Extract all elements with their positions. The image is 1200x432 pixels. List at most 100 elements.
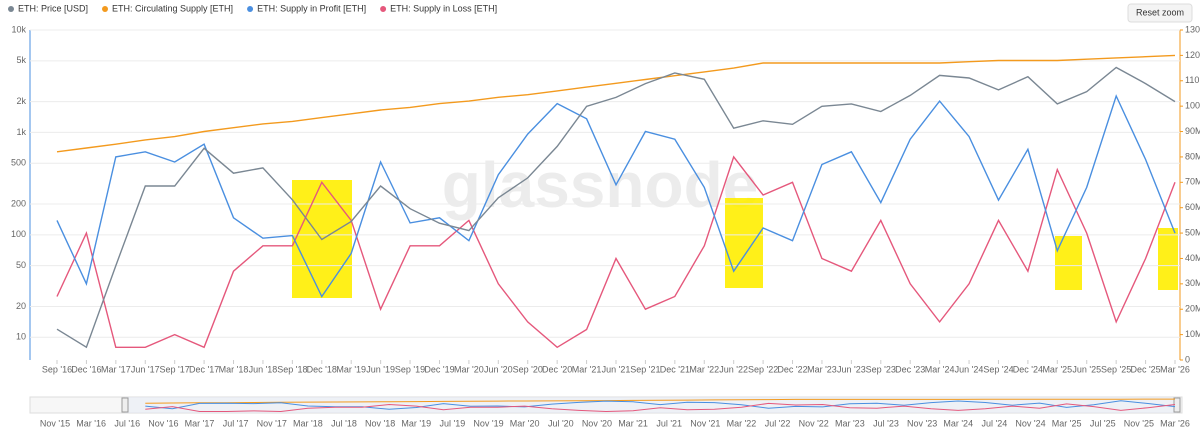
- navigator-label: Nov '16: [148, 418, 178, 428]
- x-tick-label: Sep '22: [748, 364, 778, 374]
- y-tick-label: 20: [16, 301, 26, 311]
- series-line: [56, 94, 1176, 298]
- x-tick-label: Sep '19: [395, 364, 425, 374]
- navigator-label: Nov '23: [907, 418, 937, 428]
- x-tick-label: Mar '24: [925, 364, 955, 374]
- legend-marker: [102, 6, 109, 12]
- x-tick-label: Sep '17: [160, 364, 190, 374]
- x-tick-label: Mar '20: [454, 364, 484, 374]
- x-tick-label: Sep '23: [866, 364, 896, 374]
- x-tick-label: Mar '23: [807, 364, 837, 374]
- navigator-label: Mar '24: [943, 418, 973, 428]
- y2-tick-label: 10M: [1185, 329, 1200, 339]
- button-frame[interactable]: [1127, 3, 1193, 23]
- y2-tick-label: 40M: [1185, 253, 1200, 263]
- x-tick-label: Jun '21: [602, 364, 631, 374]
- x-tick-label: Dec '25: [1130, 364, 1160, 374]
- navigator-label: Mar '25: [1052, 418, 1082, 428]
- x-tick-label: Jun '20: [484, 364, 513, 374]
- y2-tick-label: 30M: [1185, 278, 1200, 288]
- x-tick-label: Jun '25: [1072, 364, 1101, 374]
- y-tick-label: 10k: [11, 24, 26, 34]
- x-tick-label: Dec '20: [542, 364, 572, 374]
- x-tick-label: Dec '21: [660, 364, 690, 374]
- y2-tick-label: 100M: [1185, 101, 1200, 111]
- navigator-label: Mar '26: [1160, 418, 1190, 428]
- x-tick-label: Jun '24: [955, 364, 984, 374]
- reset-zoom-button[interactable]: Reset zoom: [1127, 3, 1193, 23]
- x-tick-label: Sep '21: [630, 364, 660, 374]
- navigator-label: Mar '20: [510, 418, 540, 428]
- x-tick-label: Jun '19: [366, 364, 395, 374]
- y2-tick-label: 130M: [1185, 24, 1200, 34]
- x-tick-label: Dec '19: [424, 364, 454, 374]
- navigator-label: Nov '18: [365, 418, 395, 428]
- navigator-label: Nov '22: [799, 418, 829, 428]
- navigator-label: Mar '19: [401, 418, 431, 428]
- x-tick-label: Sep '25: [1101, 364, 1131, 374]
- y-tick-label: 100: [11, 229, 26, 239]
- navigator-label: Nov '19: [473, 418, 503, 428]
- x-tick-label: Dec '22: [777, 364, 807, 374]
- series-line: [56, 66, 1176, 349]
- navigator-label: Jul '17: [223, 418, 249, 428]
- navigator-line: [145, 398, 1175, 404]
- highlight-box: [725, 198, 763, 288]
- navigator-label: Mar '23: [835, 418, 865, 428]
- navigator-label: Mar '22: [727, 418, 757, 428]
- navigator-label: Mar '18: [293, 418, 323, 428]
- y2-tick-label: 80M: [1185, 151, 1200, 161]
- y-tick-label: 10: [16, 332, 26, 342]
- legend-label: ETH: Price [USD]: [18, 3, 88, 13]
- series-line: [56, 155, 1176, 349]
- button-label[interactable]: Reset zoom: [1136, 7, 1184, 17]
- x-tick-label: Sep '20: [513, 364, 543, 374]
- navigator-handle[interactable]: [121, 397, 129, 413]
- highlight-box: [1158, 228, 1178, 290]
- y-tick-label: 2k: [16, 96, 26, 106]
- legend-label: ETH: Circulating Supply [ETH]: [112, 3, 233, 13]
- navigator-label: Nov '15: [40, 418, 70, 428]
- x-tick-label: Dec '23: [895, 364, 925, 374]
- x-tick-label: Sep '18: [277, 364, 307, 374]
- y2-tick-label: 50M: [1185, 227, 1200, 237]
- y2-tick-label: 20M: [1185, 304, 1200, 314]
- highlight-box: [1055, 236, 1082, 290]
- x-tick-label: Sep '24: [983, 364, 1013, 374]
- x-tick-label: Dec '18: [307, 364, 337, 374]
- navigator-label: Jul '16: [114, 418, 140, 428]
- series-line: [56, 54, 1176, 153]
- x-tick-label: Mar '18: [219, 364, 249, 374]
- legend-marker: [380, 6, 387, 12]
- y2-tick-label: 110M: [1185, 75, 1200, 85]
- legend-marker: [247, 6, 254, 12]
- y-tick-label: 5k: [16, 55, 26, 65]
- y2-tick-label: 60M: [1185, 202, 1200, 212]
- navigator-label: Mar '17: [185, 418, 215, 428]
- y2-tick-label: 70M: [1185, 177, 1200, 187]
- y2-tick-label: 90M: [1185, 126, 1200, 136]
- navigator-label: Jul '21: [656, 418, 682, 428]
- navigator-line: [145, 402, 1176, 413]
- navigator-label: Jul '18: [331, 418, 357, 428]
- y-tick-label: 50: [16, 260, 26, 270]
- y-tick-label: 200: [11, 198, 26, 208]
- navigator-label: Nov '20: [582, 418, 612, 428]
- x-tick-label: Mar '17: [101, 364, 131, 374]
- x-tick-label: Jun '17: [131, 364, 160, 374]
- x-tick-label: Dec '16: [71, 364, 101, 374]
- navigator-label: Mar '16: [76, 418, 106, 428]
- navigator-line: [145, 400, 1176, 410]
- navigator-label: Nov '17: [257, 418, 287, 428]
- y-tick-label: 500: [11, 158, 26, 168]
- navigator-label: Nov '25: [1124, 418, 1154, 428]
- x-tick-label: Jun '18: [249, 364, 278, 374]
- x-tick-label: Mar '19: [336, 364, 366, 374]
- navigator-label: Jul '25: [1090, 418, 1116, 428]
- x-tick-label: Mar '22: [689, 364, 719, 374]
- legend-label: ETH: Supply in Loss [ETH]: [390, 3, 497, 13]
- x-tick-label: Mar '25: [1042, 364, 1072, 374]
- x-tick-label: Dec '24: [1013, 364, 1043, 374]
